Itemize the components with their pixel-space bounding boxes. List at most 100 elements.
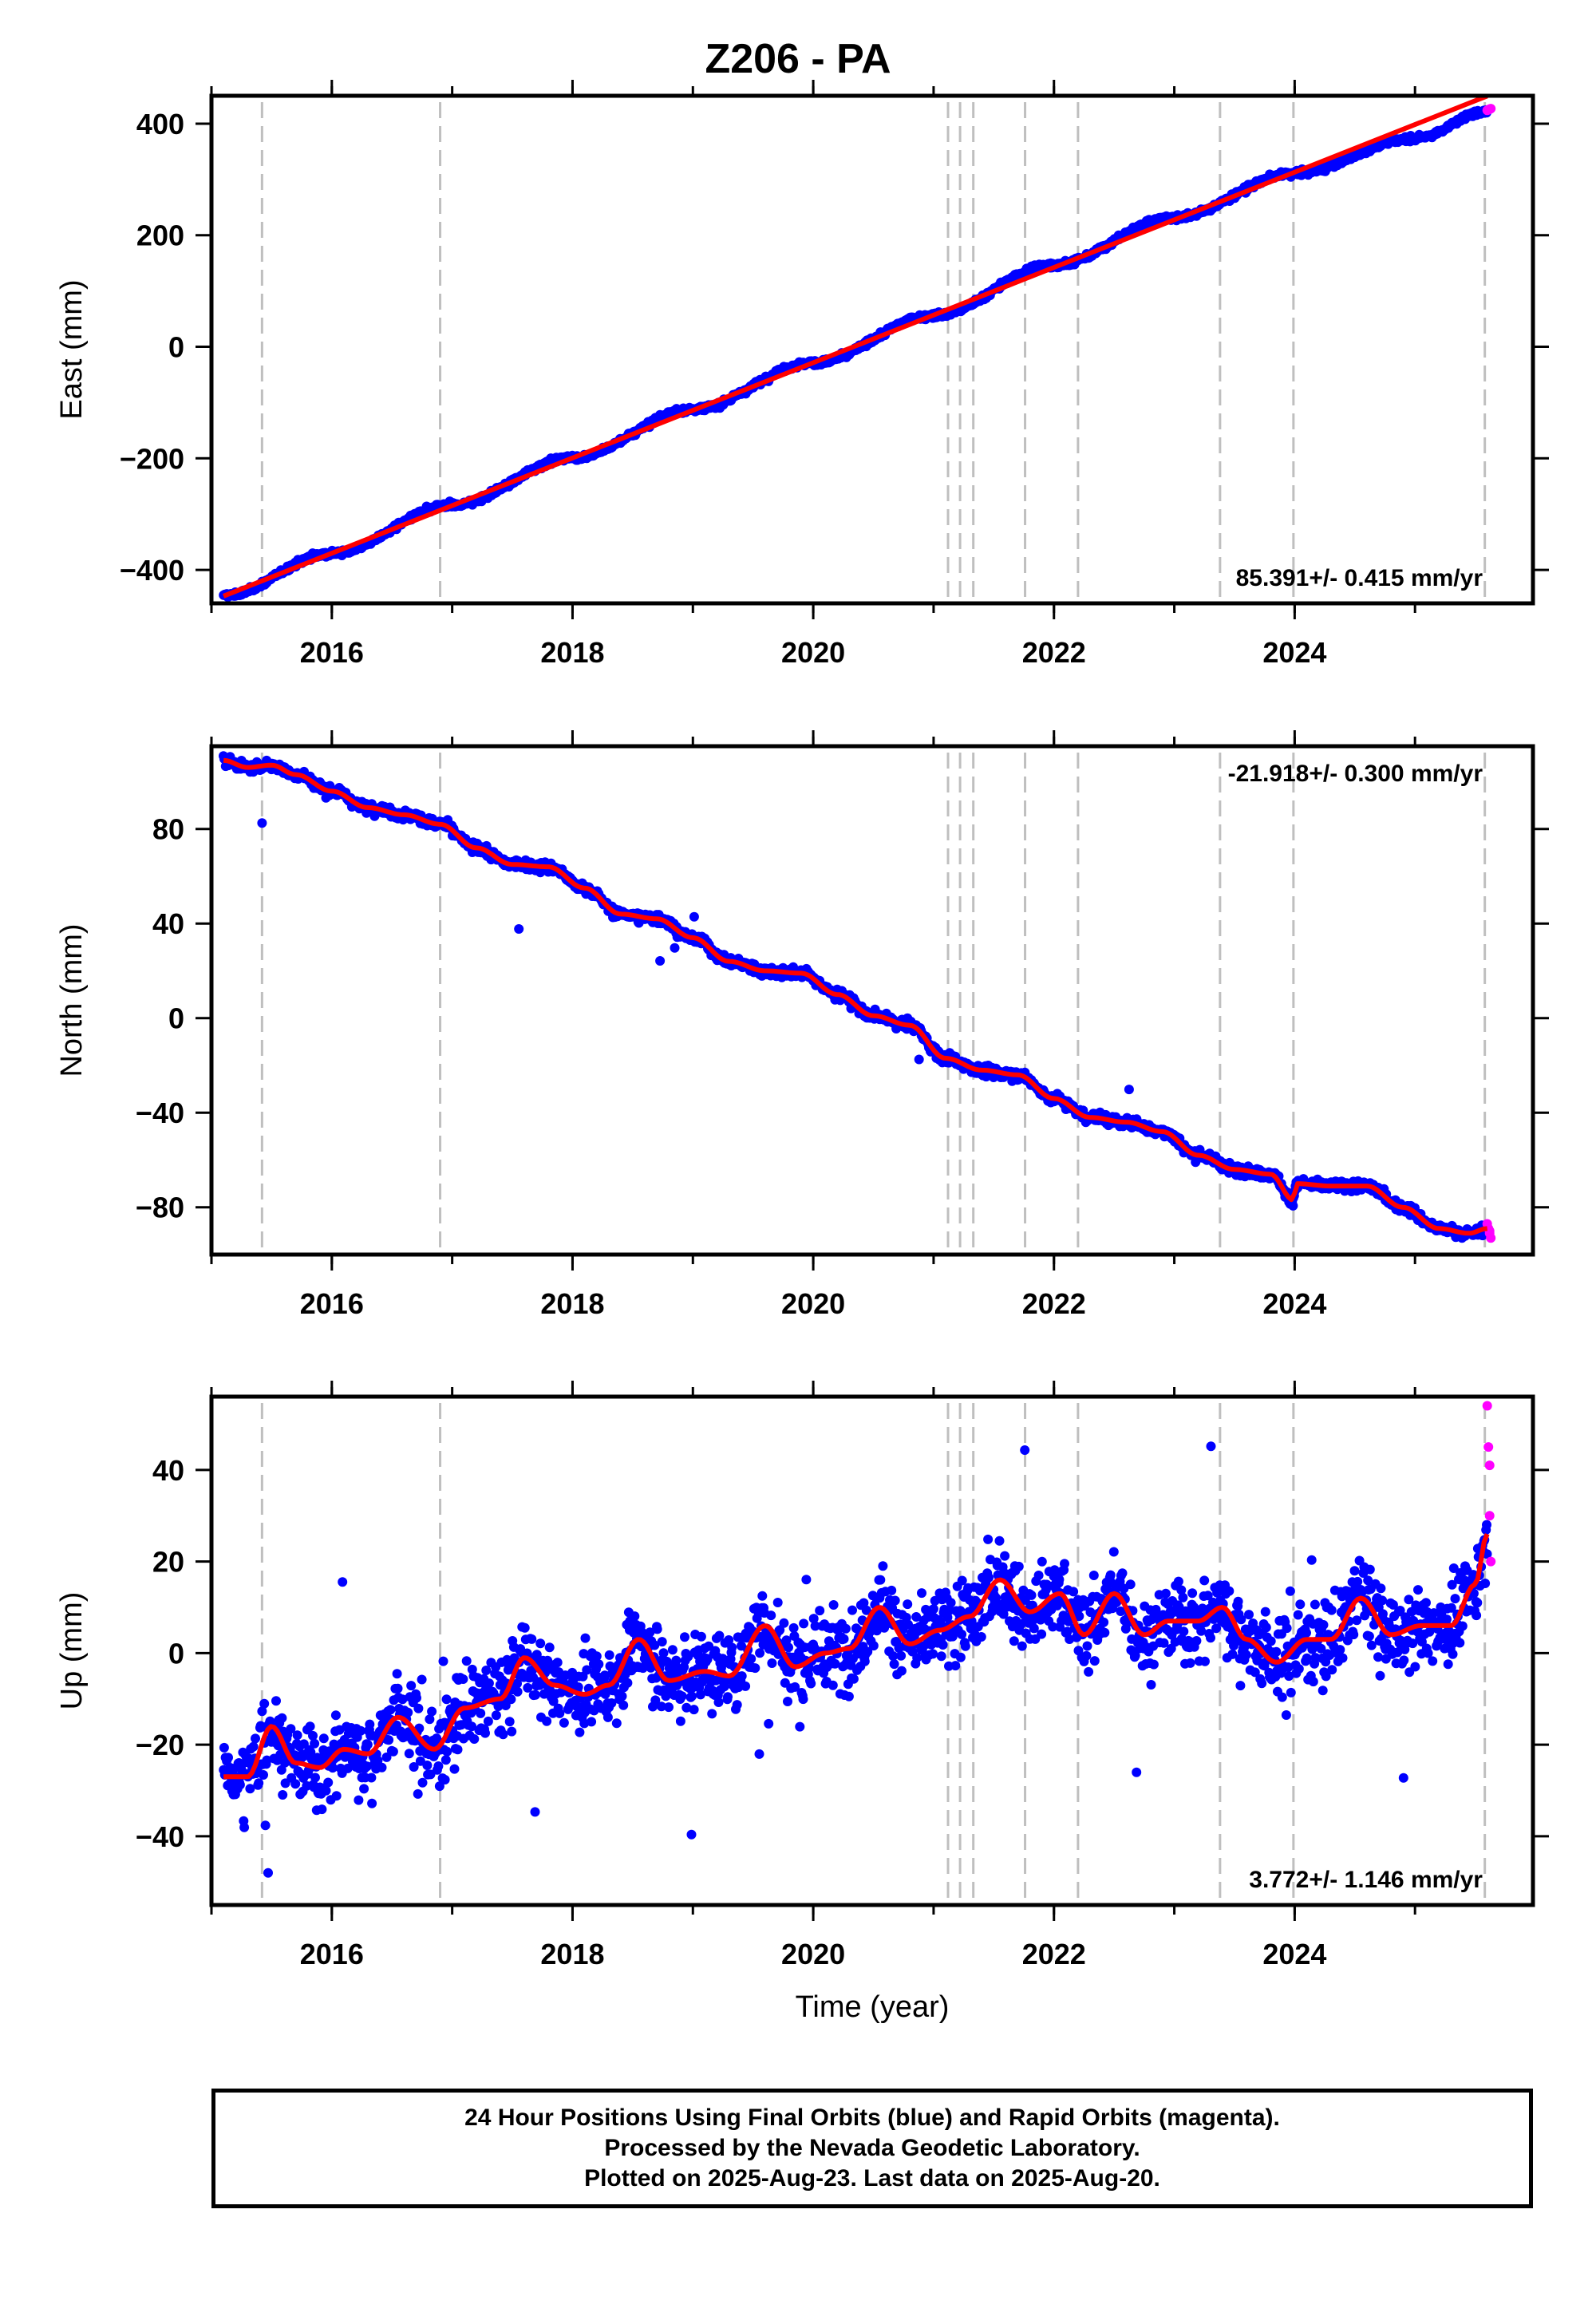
model-fit-line (222, 96, 1488, 599)
data-point (366, 1773, 377, 1783)
data-point (859, 1656, 870, 1666)
data-point (461, 1656, 472, 1666)
data-point (711, 1675, 721, 1686)
data-point (397, 1694, 408, 1705)
data-point (868, 1641, 879, 1651)
data-point (422, 1761, 433, 1770)
data-point (655, 956, 666, 966)
data-point (656, 1701, 666, 1712)
data-point (278, 1790, 288, 1800)
data-point (403, 1707, 413, 1717)
data-point (594, 1659, 604, 1670)
data-point (689, 1705, 699, 1715)
data-point (356, 1725, 365, 1736)
data-point (606, 1698, 617, 1708)
data-point (889, 1659, 899, 1670)
data-point (795, 1721, 805, 1732)
data-point (290, 1779, 301, 1789)
data-point (323, 1777, 334, 1788)
data-point (801, 1575, 812, 1585)
data-point (467, 1721, 477, 1732)
data-point (219, 1742, 229, 1753)
data-point (806, 1678, 816, 1689)
data-point (622, 1678, 633, 1688)
data-point (493, 1701, 504, 1711)
data-point (531, 1690, 540, 1700)
data-point (830, 1658, 840, 1669)
data-point (480, 1728, 490, 1738)
y-tick-label: −80 (136, 1192, 184, 1224)
x-tick-label: 2024 (1262, 1287, 1326, 1320)
data-point (680, 1632, 689, 1642)
data-point (618, 1700, 629, 1710)
final-orbit-points (219, 751, 1492, 1243)
data-point (449, 1764, 460, 1774)
y-tick-label: 40 (152, 907, 184, 940)
data-point (799, 1618, 809, 1629)
data-point (543, 1655, 553, 1666)
x-tick-label: 2020 (781, 636, 845, 669)
data-point (308, 1730, 318, 1741)
data-point (271, 1696, 281, 1706)
data-point (318, 1733, 329, 1744)
data-point (506, 1694, 516, 1705)
data-point (695, 1690, 705, 1700)
data-point (779, 1618, 789, 1628)
data-point (914, 1054, 924, 1065)
data-point (254, 1778, 264, 1788)
data-point (321, 1785, 331, 1796)
data-point (438, 1656, 448, 1666)
data-point (788, 1622, 799, 1633)
data-point (248, 1741, 259, 1752)
data-point (412, 1693, 421, 1703)
data-point (755, 1648, 765, 1658)
y-tick-label: −40 (136, 1097, 184, 1129)
model-fit-line (223, 757, 1487, 1236)
data-point (798, 1694, 808, 1705)
x-tick-label: 2016 (300, 636, 364, 669)
y-axis-label: East (mm) (55, 279, 89, 419)
data-point (483, 1716, 493, 1726)
data-point (903, 1599, 913, 1610)
x-tick-label: 2022 (1022, 636, 1086, 669)
data-point (262, 1755, 272, 1765)
data-point (650, 1695, 661, 1705)
data-point (573, 1682, 583, 1692)
data-point (671, 1655, 681, 1666)
data-point (582, 1665, 592, 1675)
data-point (542, 1716, 552, 1726)
data-point (810, 1621, 820, 1631)
data-point (775, 1625, 785, 1635)
data-point (406, 1681, 417, 1691)
data-point (413, 1703, 424, 1713)
data-point (555, 1708, 565, 1718)
data-point (750, 1663, 760, 1674)
data-point (362, 1740, 373, 1749)
data-point (702, 1654, 713, 1665)
data-point (365, 1719, 375, 1729)
data-point (292, 1730, 302, 1741)
x-tick-label: 2024 (1262, 636, 1326, 669)
data-point (863, 1646, 873, 1657)
data-point (544, 1642, 555, 1653)
data-point (646, 1662, 656, 1673)
data-point (559, 1717, 569, 1728)
data-point (604, 1650, 614, 1660)
x-tick-label: 2018 (540, 636, 604, 669)
x-tick-label: 2016 (300, 1287, 364, 1320)
y-tick-label: 0 (168, 1002, 184, 1035)
final-orbit-points (219, 105, 1492, 602)
data-point (696, 1631, 706, 1642)
data-point (259, 1698, 270, 1709)
data-point (1288, 1200, 1298, 1211)
data-point (381, 1752, 392, 1762)
data-point (245, 1784, 255, 1794)
data-point (305, 1721, 315, 1732)
data-point (784, 1642, 793, 1653)
data-point (260, 1820, 271, 1831)
data-point (388, 1746, 398, 1757)
panel-east: 2016 2018 2020 2022 2024−400−2000200400East … (55, 80, 1549, 669)
rapid-point (1486, 1233, 1496, 1243)
data-point (888, 1651, 899, 1661)
data-point (310, 1773, 320, 1783)
